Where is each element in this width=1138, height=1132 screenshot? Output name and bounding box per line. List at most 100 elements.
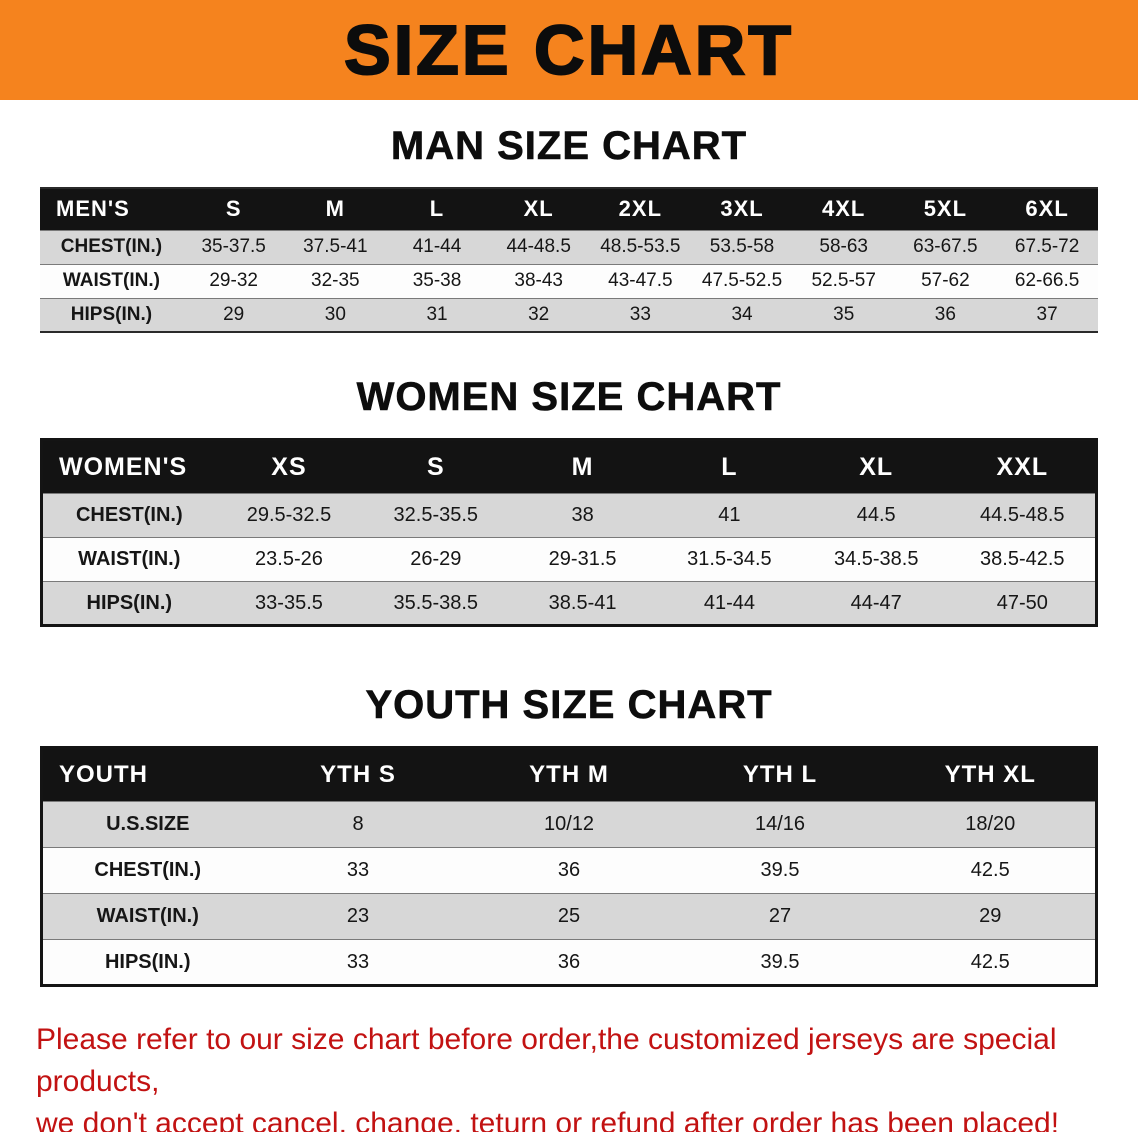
- men-section-heading: MAN SIZE CHART: [390, 124, 748, 169]
- measurement-cell: 33-35.5: [215, 581, 363, 626]
- page-title: SIZE CHART: [343, 11, 794, 89]
- row-label: CHEST(IN.): [40, 229, 183, 264]
- size-header-cell: XS: [215, 439, 363, 494]
- measurement-row: HIPS(IN.) 33 36 39.5 42.5: [41, 939, 1097, 986]
- size-header-cell: 4XL: [792, 188, 895, 230]
- women-section-heading: WOMEN SIZE CHART: [356, 375, 782, 420]
- measurement-cell: 36: [894, 297, 997, 332]
- size-header-cell: XXL: [949, 439, 1097, 494]
- measurement-cell: 39.5: [674, 939, 886, 986]
- youth-table-header-row: YOUTH YTH S YTH M YTH L YTH XL: [41, 747, 1097, 802]
- size-header-cell: S: [182, 188, 285, 230]
- row-label: HIPS(IN.): [40, 297, 183, 332]
- measurement-cell: 32.5-35.5: [362, 493, 510, 538]
- measurement-row: HIPS(IN.) 29 30 31 32 33 34 35 36 37: [40, 297, 1098, 332]
- youth-table-title-cell: YOUTH: [41, 747, 253, 802]
- row-label: WAIST(IN.): [41, 893, 253, 940]
- measurement-cell: 32: [487, 297, 590, 332]
- measurement-cell: 25: [463, 893, 675, 940]
- size-header-cell: 3XL: [691, 188, 793, 230]
- measurement-cell: 44-47: [802, 581, 950, 626]
- measurement-cell: 29-32: [182, 263, 285, 298]
- men-table-title-cell: MEN'S: [40, 188, 183, 230]
- size-header-cell: S: [362, 439, 510, 494]
- measurement-cell: 44.5-48.5: [949, 493, 1097, 538]
- measurement-cell: 37.5-41: [284, 229, 387, 264]
- size-header-cell: 6XL: [996, 188, 1098, 230]
- men-table-header-row: MEN'S S M L XL 2XL 3XL 4XL 5XL 6XL: [40, 188, 1098, 230]
- measurement-cell: 38: [509, 493, 656, 538]
- measurement-cell: 35: [792, 297, 895, 332]
- women-table-header-row: WOMEN'S XS S M L XL XXL: [41, 439, 1097, 494]
- size-header-cell: L: [656, 439, 803, 494]
- measurement-cell: 52.5-57: [792, 263, 895, 298]
- measurement-row: U.S.SIZE 8 10/12 14/16 18/20: [41, 801, 1097, 848]
- measurement-cell: 42.5: [885, 847, 1097, 894]
- measurement-cell: 39.5: [674, 847, 886, 894]
- measurement-cell: 67.5-72: [996, 229, 1098, 264]
- banner: SIZE CHART: [0, 0, 1138, 100]
- size-header-cell: XL: [802, 439, 950, 494]
- measurement-cell: 32-35: [284, 263, 387, 298]
- row-label: U.S.SIZE: [41, 801, 253, 848]
- measurement-cell: 31.5-34.5: [656, 537, 803, 582]
- measurement-cell: 35-37.5: [182, 229, 285, 264]
- notice-line-2: we don't accept cancel, change, teturn o…: [36, 1107, 1060, 1132]
- measurement-cell: 38-43: [487, 263, 590, 298]
- measurement-cell: 29: [182, 297, 285, 332]
- youth-size-table: YOUTH YTH S YTH M YTH L YTH XL U.S.SIZE 8 10/12…: [40, 746, 1098, 987]
- size-header-cell: L: [386, 188, 488, 230]
- measurement-cell: 63-67.5: [894, 229, 997, 264]
- size-header-cell: YTH L: [674, 747, 886, 802]
- measurement-cell: 57-62: [894, 263, 997, 298]
- measurement-cell: 42.5: [885, 939, 1097, 986]
- measurement-cell: 38.5-41: [509, 581, 656, 626]
- measurement-cell: 33: [589, 297, 692, 332]
- notice-line-1: Please refer to our size chart before or…: [36, 1023, 1057, 1098]
- measurement-cell: 23: [252, 893, 464, 940]
- measurement-cell: 47-50: [949, 581, 1097, 626]
- size-header-cell: YTH XL: [885, 747, 1097, 802]
- measurement-cell: 47.5-52.5: [691, 263, 793, 298]
- measurement-cell: 58-63: [792, 229, 895, 264]
- measurement-cell: 41-44: [386, 229, 488, 264]
- measurement-cell: 29.5-32.5: [215, 493, 363, 538]
- measurement-cell: 37: [996, 297, 1098, 332]
- row-label: CHEST(IN.): [41, 847, 253, 894]
- measurement-cell: 14/16: [674, 801, 886, 848]
- measurement-cell: 34: [691, 297, 793, 332]
- measurement-cell: 35.5-38.5: [362, 581, 510, 626]
- measurement-row: CHEST(IN.) 35-37.5 37.5-41 41-44 44-48.5 48.5…: [40, 229, 1098, 264]
- size-header-cell: YTH S: [252, 747, 464, 802]
- measurement-row: WAIST(IN.) 23 25 27 29: [41, 893, 1097, 940]
- measurement-cell: 48.5-53.5: [589, 229, 692, 264]
- measurement-cell: 8: [252, 801, 464, 848]
- measurement-cell: 26-29: [362, 537, 510, 582]
- women-size-table: WOMEN'S XS S M L XL XXL CHEST(IN.) 29.5-32.5 32.5…: [40, 438, 1098, 627]
- row-label: HIPS(IN.): [41, 939, 253, 986]
- size-header-cell: XL: [487, 188, 590, 230]
- row-label: HIPS(IN.): [41, 581, 216, 626]
- measurement-cell: 36: [463, 939, 675, 986]
- measurement-cell: 44.5: [802, 493, 950, 538]
- size-header-cell: 5XL: [894, 188, 997, 230]
- measurement-cell: 29-31.5: [509, 537, 656, 582]
- measurement-cell: 31: [386, 297, 488, 332]
- measurement-row: CHEST(IN.) 29.5-32.5 32.5-35.5 38 41 44.5 44.5…: [41, 493, 1097, 538]
- footer-notice: Please refer to our size chart before or…: [36, 1019, 1102, 1132]
- size-header-cell: M: [509, 439, 656, 494]
- measurement-cell: 41-44: [656, 581, 803, 626]
- size-header-cell: YTH M: [463, 747, 675, 802]
- size-header-cell: M: [284, 188, 387, 230]
- men-size-chart-section: MAN SIZE CHART MEN'S S M L XL 2XL 3XL 4XL 5XL 6XL C…: [0, 124, 1138, 333]
- measurement-cell: 33: [252, 847, 464, 894]
- row-label: CHEST(IN.): [41, 493, 216, 538]
- measurement-cell: 53.5-58: [691, 229, 793, 264]
- measurement-cell: 43-47.5: [589, 263, 692, 298]
- youth-size-chart-section: YOUTH SIZE CHART YOUTH YTH S YTH M YTH L YTH …: [0, 683, 1138, 987]
- measurement-cell: 33: [252, 939, 464, 986]
- men-size-table: MEN'S S M L XL 2XL 3XL 4XL 5XL 6XL CHEST(IN.) 35-37…: [40, 187, 1098, 333]
- size-header-cell: 2XL: [589, 188, 692, 230]
- measurement-cell: 62-66.5: [996, 263, 1098, 298]
- measurement-cell: 41: [656, 493, 803, 538]
